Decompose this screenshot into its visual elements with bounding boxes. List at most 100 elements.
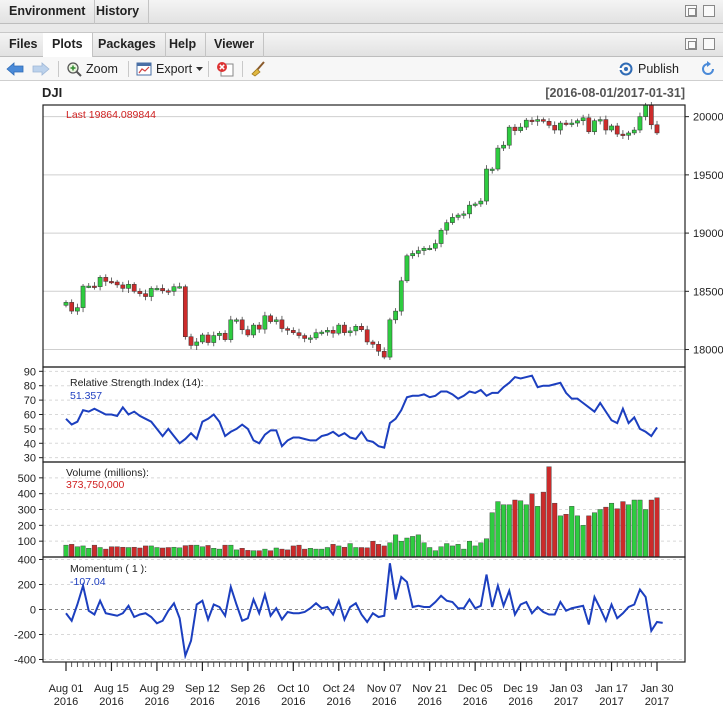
volume-bar-down — [256, 550, 262, 558]
candle-up — [336, 324, 342, 334]
price-tick-label: 19000 — [693, 228, 723, 240]
tab-environment[interactable]: Environment — [0, 0, 96, 24]
volume-bar-down — [540, 491, 546, 558]
candle-down — [256, 324, 262, 330]
volume-tick-label: 200 — [18, 520, 36, 532]
x-tick-label-year: 2016 — [145, 696, 169, 708]
rsi-tick-label: 50 — [24, 424, 36, 436]
rsi-tick-label: 70 — [24, 395, 36, 407]
candle-up — [484, 168, 489, 202]
volume-bar-up — [216, 548, 222, 558]
x-tick-label-year: 2016 — [372, 696, 396, 708]
publish-button[interactable]: Publish — [618, 60, 679, 78]
candle-up — [478, 200, 484, 205]
candle-down — [239, 319, 245, 330]
x-tick-label-date: Nov 21 — [412, 683, 447, 695]
tab-history[interactable]: History — [87, 0, 150, 24]
candle-up — [234, 319, 239, 322]
volume-bar-down — [529, 493, 535, 558]
tab-help[interactable]: Help — [160, 33, 207, 57]
export-label: Export — [156, 62, 193, 76]
volume-bar-up — [171, 546, 177, 558]
candle-down — [512, 126, 518, 131]
export-button[interactable]: Export — [136, 60, 204, 78]
candle-down — [586, 117, 592, 133]
candle-up — [501, 144, 506, 149]
volume-bar-up — [484, 538, 490, 558]
maximize-pane-icon[interactable] — [703, 5, 715, 17]
panel-frame-price — [42, 104, 686, 368]
minimize-pane-icon[interactable] — [685, 38, 697, 50]
volume-bar-up — [387, 542, 393, 558]
volume-bar-up — [580, 525, 586, 558]
tab-viewer[interactable]: Viewer — [205, 33, 265, 57]
minimize-pane-icon[interactable] — [685, 5, 697, 17]
x-tick-label-date: Jan 03 — [550, 683, 583, 695]
remove-plot-icon — [217, 62, 234, 77]
tab-packages[interactable]: Packages — [89, 33, 166, 57]
candle-up — [171, 286, 177, 292]
zoom-button[interactable]: Zoom — [66, 60, 118, 78]
x-tick-label-date: Nov 07 — [367, 683, 402, 695]
candle-up — [404, 255, 410, 282]
candle-up — [126, 284, 131, 289]
price-tick-label: 18500 — [693, 286, 723, 298]
volume-bar-up — [74, 546, 80, 558]
maximize-pane-icon[interactable] — [703, 38, 715, 50]
candle-up — [597, 119, 603, 122]
forward-button[interactable] — [32, 60, 50, 78]
clear-plots-button[interactable] — [250, 60, 266, 78]
export-icon — [136, 62, 152, 76]
candle-up — [194, 341, 200, 346]
volume-bar-up — [643, 509, 649, 558]
candle-up — [387, 319, 393, 358]
candle-up — [626, 132, 631, 136]
candle-up — [75, 307, 80, 312]
plots-toolbar: Zoom Export Publish — [0, 57, 723, 81]
remove-plot-button[interactable] — [216, 60, 234, 78]
volume-bar-down — [546, 466, 552, 558]
volume-last-value: 373,750,000 — [66, 479, 125, 491]
candle-down — [188, 336, 194, 346]
volume-bar-up — [444, 543, 450, 558]
candle-up — [148, 288, 154, 297]
volume-bar-up — [637, 499, 643, 558]
pane-splitter[interactable] — [0, 24, 723, 33]
candle-down — [546, 121, 552, 126]
tab-files[interactable]: Files — [0, 33, 48, 57]
date-range-label: [2016-08-01/2017-01-31] — [545, 86, 685, 100]
candle-up — [313, 332, 319, 339]
momentum-line — [65, 563, 663, 660]
candle-down — [182, 286, 188, 337]
volume-bar-down — [341, 546, 347, 558]
volume-bar-up — [574, 515, 580, 558]
candle-up — [97, 277, 103, 287]
candle-down — [285, 328, 290, 331]
volume-bar-down — [160, 547, 166, 558]
candle-up — [433, 243, 438, 249]
volume-bar-up — [438, 546, 444, 558]
x-tick-label-year: 2016 — [327, 696, 351, 708]
plot-viewer: 18000 18500 19000 19500 20000 30 40 50 60 70 80 90 1… — [0, 82, 723, 709]
refresh-button[interactable] — [700, 60, 716, 78]
candle-up — [518, 126, 523, 131]
candle-up — [154, 288, 160, 291]
volume-bar-down — [103, 548, 109, 558]
volume-bar-down — [120, 546, 126, 558]
volume-tick-label: 300 — [18, 505, 36, 517]
back-button[interactable] — [6, 60, 24, 78]
candle-up — [353, 325, 359, 332]
x-tick-label-date: Jan 30 — [640, 683, 673, 695]
volume-bar-up — [597, 509, 603, 558]
tab-plots[interactable]: Plots — [43, 33, 93, 58]
volume-bar-up — [427, 547, 433, 558]
volume-bar-down — [586, 515, 592, 558]
volume-bar-down — [143, 545, 149, 558]
candle-down — [268, 315, 273, 322]
volume-bar-up — [506, 504, 512, 558]
volume-bar-down — [302, 548, 308, 558]
momentum-tick-label: 0 — [30, 605, 36, 617]
broom-icon — [251, 61, 265, 77]
volume-bar-up — [472, 545, 478, 558]
candle-down — [290, 330, 296, 333]
